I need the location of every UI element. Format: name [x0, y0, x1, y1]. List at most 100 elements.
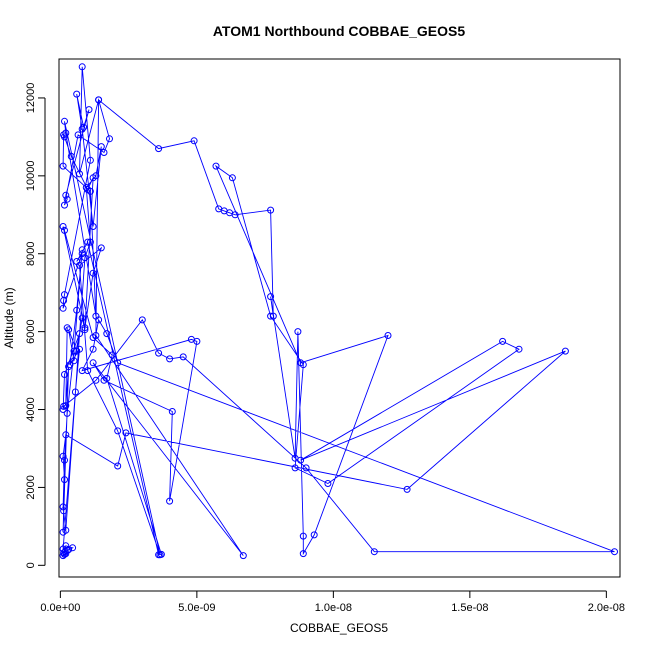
data-point: [269, 312, 277, 320]
series-points: [59, 63, 618, 560]
data-point: [294, 328, 302, 336]
data-point: [61, 456, 68, 464]
data-point: [74, 131, 82, 139]
data-point: [267, 206, 275, 214]
data-point: [267, 293, 275, 301]
data-point: [193, 337, 201, 345]
data-point: [78, 367, 86, 375]
data-point: [59, 528, 67, 536]
data-point: [63, 324, 71, 332]
data-point: [59, 452, 67, 460]
data-point: [70, 347, 78, 355]
data-point: [84, 238, 92, 246]
data-point: [299, 532, 307, 540]
data-point: [267, 312, 275, 320]
data-point: [73, 90, 81, 98]
data-point: [81, 324, 89, 332]
data-point: [62, 129, 70, 137]
data-point: [155, 145, 163, 153]
data-point: [515, 345, 523, 353]
data-point: [239, 552, 247, 560]
data-point: [384, 332, 392, 339]
y-tick-label: 8000: [25, 241, 37, 265]
data-point: [179, 353, 187, 361]
data-point: [156, 551, 164, 559]
data-point: [228, 174, 236, 182]
data-point: [59, 545, 67, 553]
data-point: [76, 261, 83, 269]
data-point: [86, 238, 94, 246]
data-point: [63, 195, 71, 203]
data-point: [61, 201, 68, 209]
data-point: [297, 456, 305, 464]
x-tick-label: 1.5e-08: [451, 602, 488, 614]
data-point: [66, 361, 74, 369]
x-tick-label: 2.0e-08: [588, 602, 625, 614]
data-point: [62, 191, 70, 199]
plot-frame: [58, 58, 621, 578]
data-point: [299, 361, 307, 369]
data-point: [155, 349, 163, 357]
data-point: [61, 476, 68, 484]
data-point: [65, 326, 73, 334]
data-point: [60, 549, 68, 557]
data-point: [231, 211, 239, 219]
data-point: [84, 186, 92, 193]
data-point: [166, 497, 174, 505]
data-point: [71, 388, 79, 396]
data-point: [310, 531, 318, 539]
data-point: [166, 355, 174, 363]
data-point: [59, 304, 67, 312]
series-line: [62, 66, 615, 556]
y-tick-label: 10000: [25, 161, 37, 192]
data-point: [89, 359, 97, 367]
data-point: [67, 152, 75, 160]
data-point: [61, 133, 68, 141]
data-point: [611, 548, 618, 556]
data-point: [302, 464, 310, 472]
data-point: [403, 485, 411, 493]
data-point: [89, 174, 97, 182]
y-tick-label: 12000: [25, 83, 37, 114]
y-tick-label: 0: [25, 562, 37, 568]
data-point: [122, 429, 130, 437]
data-point: [80, 123, 88, 131]
data-point: [65, 363, 73, 371]
data-point: [78, 250, 86, 258]
x-tick-label: 1.0e-08: [315, 602, 352, 614]
data-point: [114, 427, 122, 435]
data-point: [59, 162, 67, 170]
y-axis-label: Altitude (m): [2, 287, 16, 348]
data-point: [103, 330, 111, 338]
data-point: [70, 357, 78, 365]
data-point: [86, 156, 94, 164]
x-tick-label: 5.0e-09: [178, 602, 215, 614]
x-tick-label: 0.0e+00: [40, 602, 80, 614]
data-point: [60, 297, 68, 304]
data-point: [63, 409, 71, 417]
data-point: [85, 106, 93, 114]
data-point: [168, 408, 176, 415]
data-point: [89, 345, 97, 353]
data-point: [95, 316, 103, 324]
chart-title: ATOM1 Northbound COBBAE_GEOS5: [213, 23, 465, 39]
data-point: [62, 431, 70, 439]
data-point: [114, 359, 122, 367]
data-point: [60, 507, 68, 515]
data-point: [106, 135, 113, 143]
x-axis: 0.0e+00 5.0e-09 1.0e-08 1.5e-08 2.0e-08: [40, 590, 625, 614]
data-point: [100, 376, 108, 384]
data-point: [92, 376, 100, 384]
data-point: [82, 184, 90, 191]
y-tick-label: 2000: [25, 475, 37, 499]
data-point: [78, 314, 86, 322]
data-point: [69, 544, 77, 552]
data-point: [95, 96, 103, 104]
data-point: [59, 223, 67, 230]
data-point: [89, 269, 97, 277]
data-point: [212, 162, 220, 170]
data-point: [97, 143, 105, 151]
data-point: [324, 480, 332, 487]
data-point: [81, 326, 89, 334]
